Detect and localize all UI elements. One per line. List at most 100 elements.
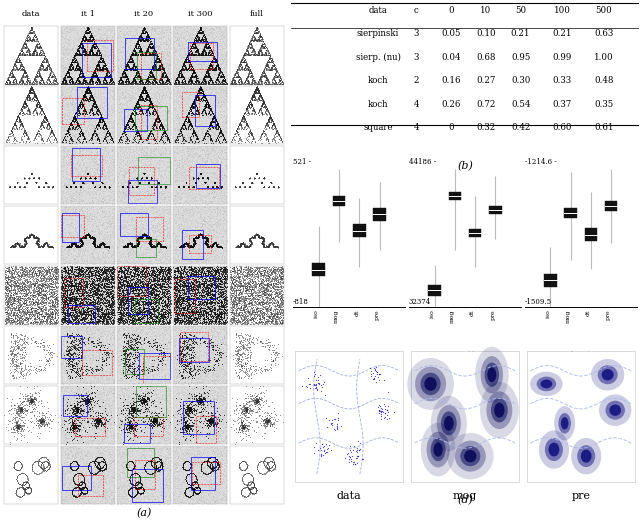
Point	[198, 405, 208, 413]
Point	[170, 90, 180, 98]
Point	[98, 89, 108, 97]
Point	[177, 242, 187, 251]
Point	[205, 272, 215, 280]
Point	[184, 413, 194, 421]
Point	[79, 414, 89, 422]
Point	[112, 284, 122, 293]
Point	[76, 183, 86, 191]
Point	[164, 205, 174, 214]
Point	[33, 182, 44, 191]
Point	[18, 70, 28, 78]
Point	[191, 281, 202, 289]
Point	[154, 182, 164, 190]
Point	[99, 346, 109, 354]
Point	[231, 286, 241, 294]
Point	[1, 317, 11, 325]
Point	[15, 58, 25, 67]
Point	[113, 94, 123, 103]
Point	[24, 283, 35, 291]
Point	[256, 49, 266, 57]
Point	[141, 375, 151, 383]
Point	[100, 491, 110, 500]
Point	[116, 297, 126, 306]
Point	[250, 28, 260, 36]
Point	[262, 118, 272, 127]
Point	[200, 35, 210, 43]
Point	[19, 97, 29, 105]
Point	[122, 177, 132, 185]
Point	[191, 134, 202, 143]
Point	[125, 37, 135, 45]
Point	[194, 112, 204, 120]
Point	[217, 283, 227, 292]
Point	[100, 394, 111, 402]
Point	[92, 333, 102, 342]
Point	[51, 80, 61, 89]
Point	[125, 68, 136, 77]
Point	[47, 182, 58, 191]
Point	[10, 133, 20, 142]
Point	[62, 266, 72, 274]
Point	[66, 204, 76, 213]
Point	[116, 275, 127, 283]
Point	[86, 230, 96, 238]
Point	[187, 62, 197, 70]
Point	[12, 79, 22, 88]
Point	[30, 90, 40, 98]
Point	[190, 433, 200, 441]
Point	[38, 302, 49, 311]
Point	[86, 30, 97, 39]
Point	[168, 274, 179, 282]
Point	[132, 43, 143, 52]
Point	[61, 334, 72, 342]
Point	[143, 402, 154, 410]
Point	[8, 272, 18, 280]
Point	[241, 405, 252, 413]
Point	[138, 280, 148, 289]
Point	[268, 133, 278, 142]
Point	[237, 55, 247, 63]
Point	[6, 66, 16, 75]
Point	[199, 263, 209, 271]
Point	[244, 174, 255, 182]
Point	[209, 315, 220, 324]
Point	[86, 55, 97, 64]
Point	[202, 234, 212, 242]
Point	[19, 300, 29, 308]
Point	[83, 83, 93, 91]
Point	[212, 315, 222, 324]
Point	[163, 156, 173, 165]
Point	[12, 179, 22, 187]
Point	[103, 485, 113, 493]
Point	[151, 185, 161, 193]
Point	[173, 282, 184, 291]
Point	[25, 277, 35, 286]
Point	[174, 286, 184, 294]
Point	[40, 113, 50, 121]
Point	[154, 350, 164, 358]
Point	[120, 317, 131, 326]
Point	[192, 489, 202, 498]
Point	[209, 438, 220, 446]
Point	[58, 90, 68, 98]
Point	[117, 183, 127, 192]
Point	[243, 469, 253, 477]
Point	[91, 80, 101, 88]
Point	[63, 286, 74, 294]
Point	[15, 316, 26, 324]
Point	[125, 66, 135, 74]
Point	[99, 100, 109, 108]
Point	[219, 326, 229, 334]
Point	[89, 398, 99, 406]
Point	[187, 300, 197, 308]
Point	[72, 244, 82, 252]
Point	[203, 286, 213, 294]
Point	[84, 225, 94, 233]
Point	[246, 130, 257, 138]
Point	[90, 48, 100, 57]
Point	[2, 138, 12, 146]
Point	[221, 438, 232, 446]
Point	[64, 314, 74, 322]
Point	[196, 84, 206, 92]
Point	[26, 83, 36, 92]
